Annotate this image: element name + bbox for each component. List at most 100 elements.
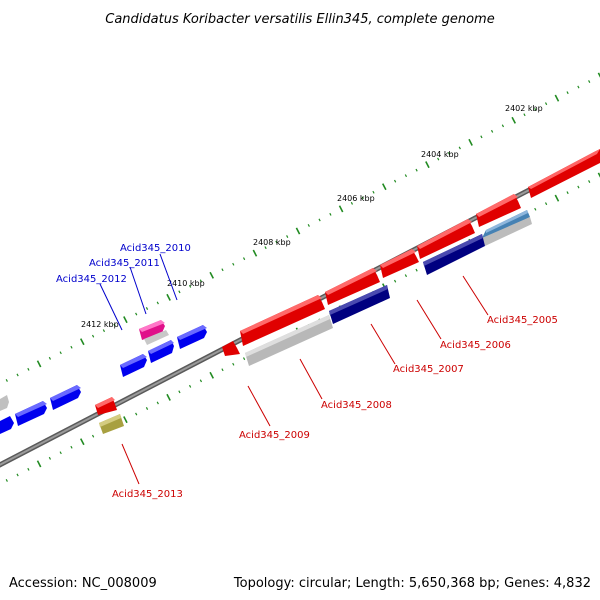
minor-tick bbox=[232, 262, 235, 266]
gene-arrow[interactable] bbox=[120, 354, 147, 368]
minor-tick bbox=[490, 129, 494, 133]
minor-tick bbox=[135, 312, 138, 316]
minor-tick bbox=[145, 307, 149, 310]
major-tick bbox=[338, 205, 344, 213]
minor-tick bbox=[188, 284, 192, 288]
gene-arrow[interactable] bbox=[329, 285, 388, 315]
gene-arrow[interactable] bbox=[222, 341, 240, 356]
minor-tick bbox=[544, 102, 548, 106]
major-tick bbox=[597, 72, 600, 78]
minor-tick bbox=[415, 268, 418, 272]
gene-arrow[interactable] bbox=[325, 268, 380, 305]
gene-arrow[interactable] bbox=[148, 340, 174, 354]
gene-arrow[interactable] bbox=[139, 320, 165, 332]
gene-arrow[interactable] bbox=[417, 219, 475, 259]
gene-label-acid345-2009[interactable]: Acid345_2009 bbox=[239, 430, 310, 441]
gene-label-acid345-2005[interactable]: Acid345_2005 bbox=[487, 315, 558, 326]
gene-arrow[interactable] bbox=[476, 194, 521, 227]
gene-label-acid345-2013[interactable]: Acid345_2013 bbox=[112, 489, 183, 500]
gene-arrow[interactable] bbox=[380, 249, 419, 278]
minor-tick bbox=[199, 279, 203, 283]
gene-arrow[interactable] bbox=[99, 414, 121, 427]
gene-arrow[interactable] bbox=[476, 194, 518, 217]
genome-summary-text: Topology: circular; Length: 5,650,368 bp… bbox=[233, 576, 591, 591]
minor-tick bbox=[16, 473, 19, 477]
gene-arrow[interactable] bbox=[245, 315, 333, 366]
minor-tick bbox=[534, 207, 537, 211]
gene-label-acid345-2012[interactable]: Acid345_2012 bbox=[56, 274, 127, 285]
scale-label-2402: 2402 kbp bbox=[505, 104, 543, 113]
minor-tick bbox=[188, 384, 192, 388]
gene-arrow[interactable] bbox=[240, 295, 322, 334]
gene-arrow[interactable] bbox=[380, 249, 416, 268]
label-leader-lines bbox=[99, 253, 489, 485]
minor-tick bbox=[70, 445, 73, 449]
gene-arrow[interactable] bbox=[417, 219, 472, 249]
gene-arrow[interactable] bbox=[245, 315, 330, 357]
minor-tick bbox=[5, 379, 8, 382]
gene-arrow[interactable] bbox=[0, 416, 14, 434]
minor-tick bbox=[91, 334, 95, 338]
major-tick bbox=[554, 194, 560, 202]
gene-label-acid345-2008[interactable]: Acid345_2008 bbox=[321, 400, 392, 411]
minor-tick bbox=[48, 356, 52, 360]
gene-arrow[interactable] bbox=[144, 330, 169, 345]
gene-arrow[interactable] bbox=[50, 385, 81, 401]
gene-label-acid345-2006[interactable]: Acid345_2006 bbox=[440, 340, 511, 351]
minor-tick bbox=[393, 179, 397, 183]
minor-tick bbox=[480, 135, 483, 139]
gene-label-acid345-2011[interactable]: Acid345_2011 bbox=[89, 258, 160, 269]
gene-arrow[interactable] bbox=[177, 325, 207, 340]
gene-arrow[interactable] bbox=[423, 234, 483, 266]
minor-tick bbox=[523, 113, 526, 117]
minor-tick bbox=[156, 301, 159, 305]
major-tick bbox=[468, 138, 473, 146]
gene-label-acid345-2007[interactable]: Acid345_2007 bbox=[393, 364, 464, 375]
gene-arrow[interactable] bbox=[528, 149, 600, 189]
minor-tick bbox=[232, 362, 235, 366]
gene-arrow[interactable] bbox=[95, 397, 115, 408]
minor-tick bbox=[91, 434, 95, 438]
minor-tick bbox=[242, 357, 246, 361]
minor-tick bbox=[350, 201, 354, 205]
gene-arrow[interactable] bbox=[482, 217, 532, 246]
minor-tick bbox=[5, 479, 8, 482]
minor-tick bbox=[242, 257, 246, 261]
reverse-strand-genes bbox=[95, 210, 532, 434]
minor-tick bbox=[199, 379, 203, 383]
minor-tick bbox=[534, 107, 537, 111]
major-tick bbox=[123, 316, 128, 324]
minor-tick bbox=[577, 185, 580, 189]
major-tick bbox=[597, 172, 600, 178]
scale-labels: 2402 kbp 2404 kbp 2406 kbp 2408 kbp 2410… bbox=[81, 104, 543, 329]
minor-tick bbox=[178, 290, 181, 294]
minor-tick bbox=[501, 124, 505, 128]
minor-tick bbox=[221, 268, 224, 272]
major-tick bbox=[36, 460, 42, 468]
major-tick bbox=[36, 360, 42, 368]
gene-arrow[interactable] bbox=[325, 268, 377, 295]
scale-label-2412: 2412 kbp bbox=[81, 320, 119, 329]
gene-arrow[interactable] bbox=[0, 395, 9, 411]
minor-tick bbox=[437, 157, 440, 161]
major-tick bbox=[511, 116, 517, 124]
major-tick bbox=[252, 249, 258, 257]
genome-title: Candidatus Koribacter versatilis Ellin34… bbox=[105, 12, 494, 27]
minor-tick bbox=[588, 180, 591, 183]
minor-tick bbox=[264, 246, 267, 250]
gene-labels: Acid345_2010 Acid345_2011 Acid345_2012 A… bbox=[56, 243, 558, 500]
major-tick bbox=[295, 227, 301, 235]
minor-tick bbox=[307, 224, 310, 227]
gene-arrow[interactable] bbox=[240, 295, 325, 346]
minor-tick bbox=[415, 168, 418, 172]
gene-arrow[interactable] bbox=[486, 210, 528, 233]
gene-label-acid345-2010[interactable]: Acid345_2010 bbox=[120, 243, 191, 254]
minor-tick bbox=[404, 174, 408, 178]
minor-tick bbox=[329, 212, 332, 216]
minor-tick bbox=[59, 451, 62, 455]
major-tick bbox=[79, 338, 85, 346]
gene-arrow[interactable] bbox=[15, 401, 47, 417]
minor-tick bbox=[361, 196, 364, 200]
minor-tick bbox=[113, 323, 116, 327]
